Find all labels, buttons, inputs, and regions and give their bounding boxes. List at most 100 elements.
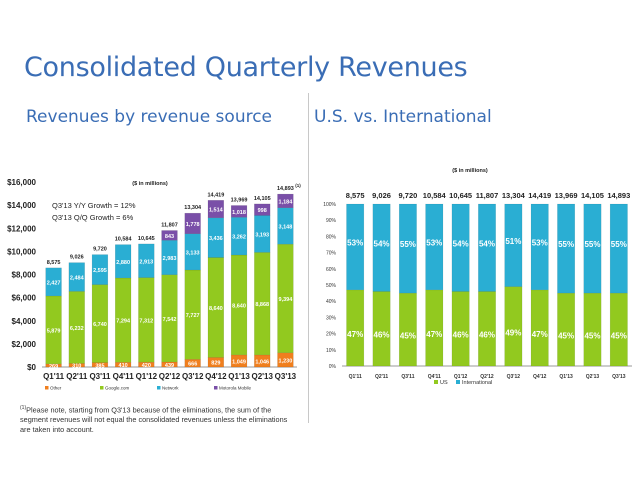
bar-total-label: 14,105	[254, 196, 271, 202]
bar-total-label: 14,419	[528, 191, 551, 200]
bar-segment-us	[609, 292, 628, 367]
segment-percent-label: 47%	[426, 330, 442, 339]
x-tick-label: Q3'11	[401, 374, 414, 380]
y-tick-label: 40%	[326, 299, 337, 305]
segment-value-label: 8,868	[255, 302, 269, 308]
segment-value-label: 9,394	[279, 297, 294, 303]
y-tick-label: $4,000	[12, 317, 37, 326]
total-footnote-marker: (1)	[295, 183, 301, 188]
y-tick-label: 50%	[326, 283, 337, 289]
segment-value-label: 310	[72, 364, 81, 370]
bar-segment-network	[207, 217, 224, 258]
bar-segment-us	[557, 292, 576, 367]
segment-value-label: 2,484	[70, 275, 85, 281]
bar-total-label: 8,575	[346, 191, 365, 200]
bar-total-label: 11,807	[161, 222, 178, 228]
segment-value-label: 5,879	[47, 328, 61, 334]
bar-total-label: 13,969	[555, 191, 578, 200]
segment-percent-label: 46%	[453, 331, 469, 340]
x-tick-label: Q2'12	[159, 372, 181, 381]
x-tick-label: Q3'12	[182, 372, 204, 381]
legend-swatch	[456, 380, 460, 384]
y-tick-label: $10,000	[7, 247, 36, 256]
segment-value-label: 410	[119, 363, 128, 369]
segment-value-label: 7,312	[139, 318, 153, 324]
x-tick-label: Q2'13	[586, 374, 600, 380]
segment-value-label: 998	[258, 208, 267, 214]
bar-segment-us	[478, 291, 496, 367]
segment-value-label: 385	[95, 363, 104, 369]
segment-value-label: 7,294	[116, 319, 131, 325]
y-tick-label: $8,000	[12, 271, 37, 280]
bar-segment-us	[451, 291, 470, 367]
page-title: Consolidated Quarterly Revenues	[24, 52, 468, 83]
bar-segment-network	[45, 267, 62, 297]
bar-total-label: 14,105	[581, 191, 604, 200]
bar-total-label: 10,584	[423, 191, 447, 200]
legend-label: Network	[162, 386, 179, 391]
segment-percent-label: 45%	[400, 331, 416, 340]
units-note: ($ in millions)	[452, 168, 488, 174]
segment-value-label: 439	[165, 363, 174, 369]
y-tick-label: $6,000	[12, 294, 37, 303]
bar-segment-international	[372, 203, 391, 292]
bar-segment-us	[504, 286, 523, 367]
bar-total-label: 14,419	[207, 192, 224, 198]
segment-value-label: 2,880	[116, 260, 130, 266]
segment-value-label: 1,514	[209, 208, 224, 214]
bar-segment-us	[583, 292, 602, 367]
segment-value-label: 420	[142, 363, 151, 369]
y-tick-label: $2,000	[12, 340, 37, 349]
y-tick-label: 10%	[326, 348, 337, 354]
segment-percent-label: 54%	[479, 239, 495, 248]
bar-segment-network	[115, 244, 132, 279]
x-tick-label: Q2'11	[375, 374, 388, 380]
bar-segment-international	[425, 203, 444, 291]
bar-segment-international	[478, 203, 496, 292]
segment-value-label: 1,049	[232, 359, 246, 365]
segment-value-label: 843	[165, 234, 174, 240]
bar-segment-us	[372, 291, 391, 367]
legend-swatch	[214, 386, 218, 390]
legend-swatch	[45, 386, 49, 390]
y-tick-label: 30%	[326, 315, 337, 321]
segment-value-label: 2,983	[163, 256, 177, 262]
legend-swatch	[100, 386, 104, 390]
y-tick-label: 70%	[326, 251, 337, 257]
legend-label: Motorola Mobile	[219, 386, 252, 391]
segment-percent-label: 53%	[532, 239, 548, 248]
segment-value-label: 829	[211, 361, 220, 367]
segment-percent-label: 54%	[374, 239, 390, 248]
bar-segment-motorola-mobile	[207, 200, 224, 219]
bar-segment-google-com	[230, 254, 248, 356]
x-tick-label: Q1'11	[43, 372, 65, 381]
segment-value-label: 3,436	[209, 236, 223, 242]
segment-value-label: 6,740	[93, 322, 107, 328]
bar-segment-motorola-mobile	[254, 203, 271, 216]
bar-total-label: 13,304	[184, 205, 202, 211]
bar-total-label: 14,893	[277, 186, 294, 192]
bar-total-label: 9,026	[70, 255, 84, 261]
y-tick-label: 20%	[326, 332, 337, 338]
revenue-source-chart: $0 $2,000 $4,000 $6,000 $8,000 $10,000 $12,000…	[7, 178, 301, 391]
x-tick-label: Q4'12	[533, 374, 547, 380]
segment-value-label: 1,018	[232, 210, 246, 216]
legend-label: US	[440, 380, 448, 386]
segment-value-label: 1,046	[255, 359, 269, 365]
x-tick-label: Q4'11	[113, 372, 135, 381]
x-tick-label: Q2'11	[66, 372, 88, 381]
bar-segment-international	[609, 203, 628, 294]
bar-total-label: 13,969	[231, 197, 248, 203]
segment-percent-label: 55%	[558, 240, 574, 249]
segment-percent-label: 51%	[505, 237, 521, 246]
section-divider	[308, 93, 309, 423]
bar-total-label: 8,575	[47, 260, 61, 266]
footnote-text: Please note, starting from Q3'13 because…	[20, 405, 288, 435]
segment-percent-label: 47%	[347, 330, 363, 339]
segment-percent-label: 53%	[347, 239, 363, 248]
bar-total-label: 10,584	[115, 237, 133, 243]
bar-segment-us	[530, 289, 549, 367]
bar-segment-network	[68, 262, 85, 292]
segment-percent-label: 55%	[400, 240, 416, 249]
segment-percent-label: 55%	[611, 240, 627, 249]
